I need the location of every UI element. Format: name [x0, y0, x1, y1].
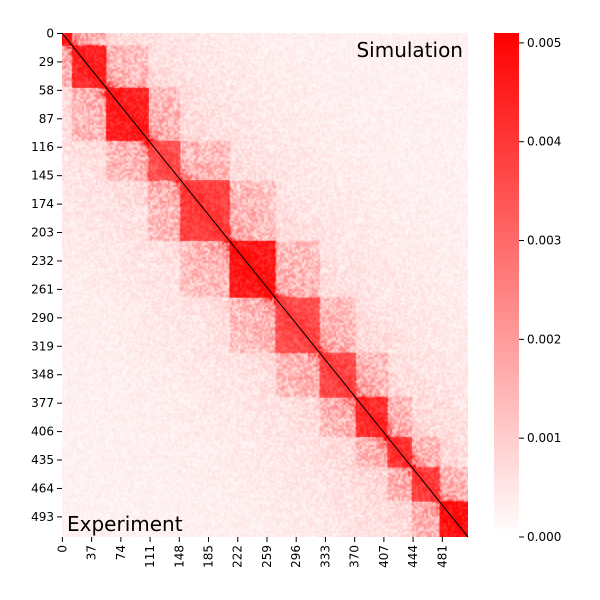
- y-axis: 0 29 58 87 116 145 174 203 232 261 290 319 348 377 406…: [31, 26, 62, 524]
- y-tick-label: 87: [39, 112, 54, 126]
- x-tick-label: 148: [172, 545, 186, 568]
- y-tick-label: 0: [46, 26, 54, 40]
- heatmap: Simulation Experiment: [61, 32, 469, 538]
- y-tick-label: 174: [31, 197, 54, 211]
- experiment-label: Experiment: [67, 512, 183, 536]
- y-tick-label: 58: [39, 83, 54, 97]
- y-tick-label: 290: [31, 311, 54, 325]
- x-tick-label: 222: [231, 545, 245, 568]
- x-tick-label: 74: [114, 545, 128, 560]
- y-tick-label: 464: [31, 481, 54, 495]
- x-tick-label: 370: [348, 545, 362, 568]
- x-tick-label: 444: [406, 545, 420, 568]
- colorbar-gradient: [494, 33, 519, 537]
- y-tick-label: 261: [31, 282, 54, 296]
- y-tick-label: 377: [31, 396, 54, 410]
- y-tick-label: 145: [31, 169, 54, 183]
- y-tick-label: 203: [31, 226, 54, 240]
- x-tick-label: 296: [289, 545, 303, 568]
- colorbar-tick-label: 0.003: [527, 234, 561, 248]
- diagonal-line: [61, 32, 469, 538]
- colorbar-tick-label: 0.001: [527, 431, 561, 445]
- y-tick-label: 435: [31, 453, 54, 467]
- colorbar-tick-label: 0.002: [527, 332, 561, 346]
- x-tick-label: 259: [260, 545, 274, 568]
- x-axis: 0 37 74 111 148 185 222 259 296 333 370 407 444 481: [55, 537, 449, 568]
- x-tick-label: 37: [85, 545, 99, 560]
- y-tick-label: 29: [39, 55, 54, 69]
- y-tick-label: 232: [31, 254, 54, 268]
- colorbar-tick-label: 0.000: [527, 530, 561, 544]
- x-tick-label: 111: [143, 545, 157, 568]
- x-tick-label: 407: [377, 545, 391, 568]
- y-tick-label: 116: [31, 140, 54, 154]
- simulation-label: Simulation: [356, 38, 463, 62]
- colorbar-tick-label: 0.005: [527, 36, 561, 50]
- x-tick-label: 333: [318, 545, 332, 568]
- y-tick-label: 493: [31, 510, 54, 524]
- y-tick-label: 406: [31, 425, 54, 439]
- x-tick-label: 481: [435, 545, 449, 568]
- colorbar: 0.000 0.001 0.002 0.003 0.004 0.005: [494, 33, 561, 544]
- y-tick-label: 319: [31, 339, 54, 353]
- x-tick-label: 185: [202, 545, 216, 568]
- y-tick-label: 348: [31, 368, 54, 382]
- colorbar-tick-label: 0.004: [527, 135, 561, 149]
- colorbar-axis: 0.000 0.001 0.002 0.003 0.004 0.005: [519, 36, 561, 544]
- x-tick-label: 0: [55, 545, 69, 553]
